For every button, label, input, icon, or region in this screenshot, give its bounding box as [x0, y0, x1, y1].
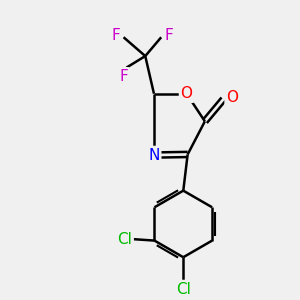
Text: F: F — [164, 28, 173, 43]
Text: F: F — [119, 69, 128, 84]
Text: Cl: Cl — [176, 282, 191, 297]
Text: N: N — [148, 148, 160, 163]
Text: Cl: Cl — [117, 232, 132, 247]
Text: O: O — [181, 86, 193, 101]
Text: O: O — [226, 90, 238, 105]
Text: F: F — [112, 28, 121, 43]
